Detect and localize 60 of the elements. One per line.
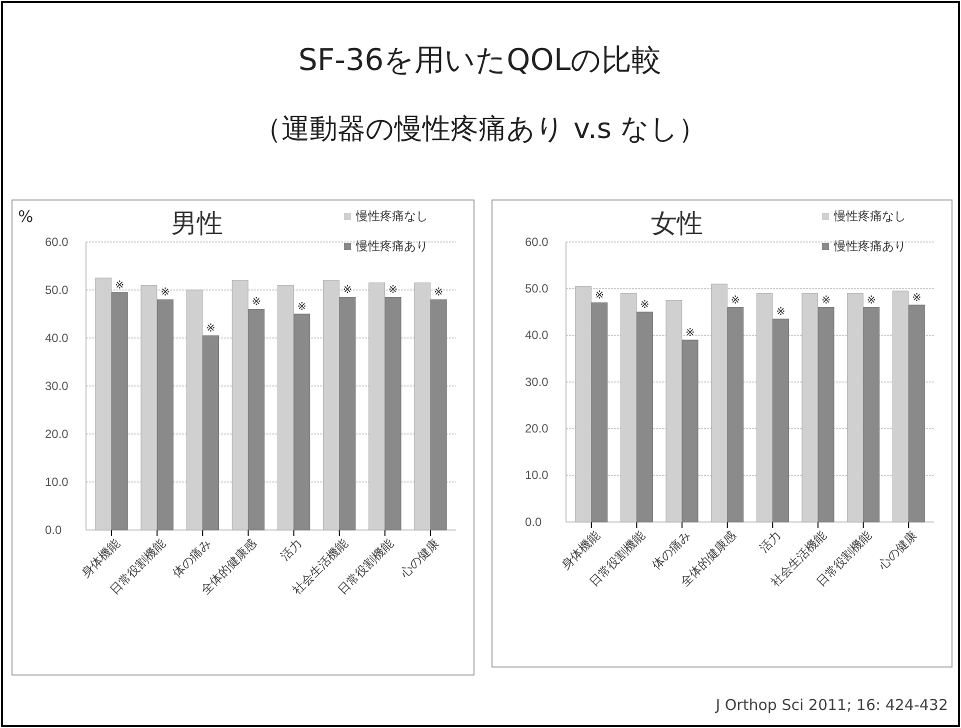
y-tick-label: 10.0: [45, 474, 69, 489]
data-label: ※: [821, 293, 831, 306]
data-label: ※: [640, 298, 650, 311]
y-tick-label: 60.0: [45, 234, 69, 249]
bar: [908, 304, 925, 522]
y-axis-title: %: [18, 207, 34, 226]
bar: [818, 307, 834, 522]
y-tick-label: 50.0: [45, 282, 69, 297]
x-tick-label: 心の健康: [396, 536, 442, 581]
bar: [202, 335, 219, 530]
data-label: ※: [388, 283, 398, 296]
bar: [682, 340, 698, 522]
data-label: ※: [115, 278, 124, 292]
bar: [772, 318, 789, 522]
y-tick-label: 20.0: [525, 422, 549, 436]
legend-label: 慢性疼痛あり: [833, 239, 906, 253]
legend-label: 慢性疼痛なし: [833, 209, 906, 223]
data-label: ※: [160, 286, 170, 299]
data-label: ※: [776, 305, 786, 318]
data-label: ※: [912, 291, 922, 304]
bar: [430, 299, 447, 530]
data-label: ※: [206, 322, 216, 335]
bar: [863, 307, 880, 522]
data-label: ※: [866, 293, 876, 306]
data-label: ※: [297, 300, 307, 313]
text: J Orthop Sci 2011; 16: 424-432: [714, 696, 948, 714]
y-tick-label: 10.0: [525, 468, 549, 482]
data-label: ※: [342, 283, 352, 296]
bar: [384, 296, 402, 530]
bar: [339, 296, 356, 530]
bar: [248, 308, 265, 530]
chart-subtitle: （運動器の慢性疼痛あり v.s なし）: [254, 112, 706, 145]
data-label: ※: [685, 326, 695, 339]
y-tick-label: 40.0: [45, 330, 69, 345]
x-tick-label: 活力: [278, 536, 305, 564]
bar: [294, 314, 310, 530]
y-tick-label: 50.0: [525, 282, 549, 296]
legend-label: 慢性疼痛あり: [355, 239, 428, 253]
x-tick-label: 心の健康: [875, 528, 920, 573]
y-tick-label: 20.0: [45, 426, 69, 441]
bar: [111, 292, 128, 530]
y-tick-label: 0.0: [525, 514, 542, 529]
y-tick-label: 40.0: [525, 328, 549, 342]
y-tick-label: 0.0: [45, 522, 62, 537]
y-tick-label: 30.0: [525, 374, 549, 389]
data-label: ※: [252, 295, 261, 308]
bar: [636, 312, 653, 522]
legend-label: 慢性疼痛なし: [355, 209, 428, 223]
data-label: ※: [594, 288, 604, 302]
x-tick-label: 活力: [756, 528, 784, 556]
bar: [727, 307, 744, 522]
bar: [591, 302, 608, 522]
legend-title: 女性: [651, 209, 703, 239]
chart-title: SF-36を用いたQOLの比較: [298, 43, 662, 78]
y-tick-label: 30.0: [45, 378, 69, 393]
bar: [156, 299, 174, 530]
y-tick-label: 60.0: [525, 234, 549, 249]
data-label: ※: [730, 293, 740, 306]
legend-title: 男性: [171, 209, 223, 239]
data-label: ※: [434, 286, 444, 299]
